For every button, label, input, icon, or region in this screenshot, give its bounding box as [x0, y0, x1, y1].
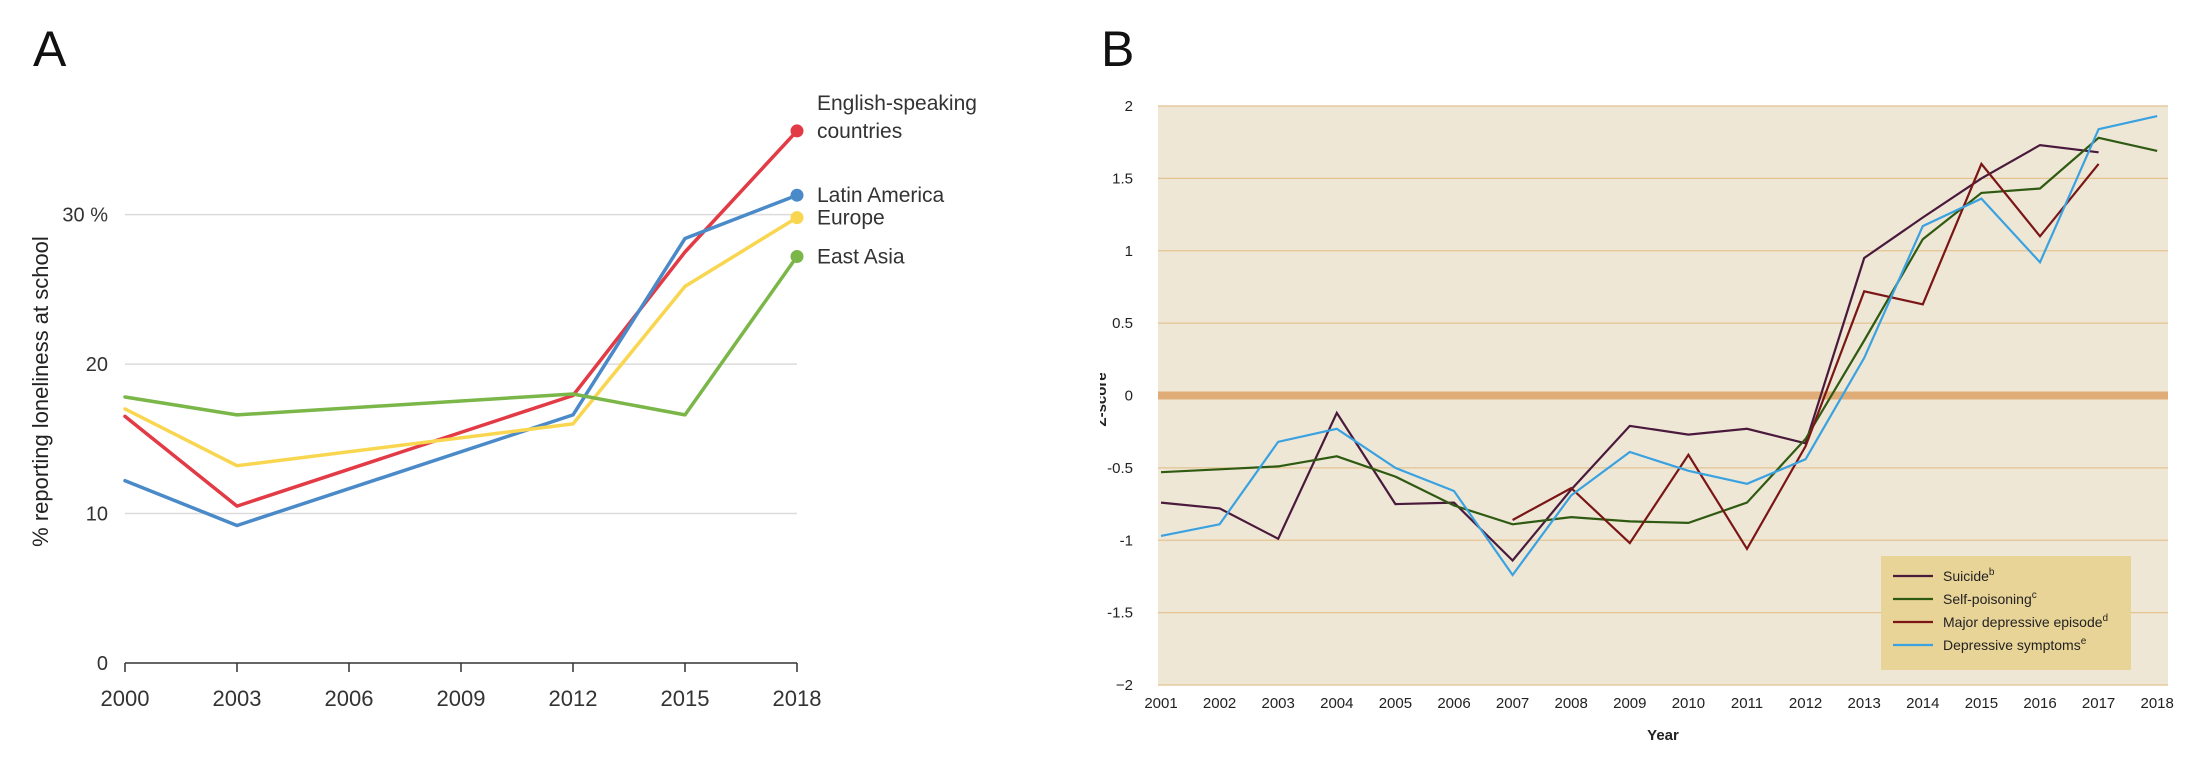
y-tick-label: -0.5 — [1107, 460, 1133, 477]
series-line — [1160, 143, 2099, 563]
x-tick-label: 2006 — [1437, 695, 1470, 712]
x-tick-label: 2007 — [1496, 695, 1529, 712]
series-label: Latin America — [817, 184, 945, 207]
x-tick-label: 2011 — [1731, 695, 1763, 712]
x-tick-label: 2005 — [1379, 695, 1412, 712]
x-tick-label: 2006 — [325, 686, 374, 711]
x-tick-label: 2012 — [549, 686, 598, 711]
panel-label-a: A — [33, 21, 67, 77]
series-label: East Asia — [817, 245, 905, 268]
x-tick-label: 2008 — [1555, 695, 1588, 712]
x-tick-label: 2013 — [1848, 695, 1881, 712]
y-tick-label: 0 — [97, 653, 108, 675]
y-tick-label: 0.5 — [1112, 315, 1133, 332]
chart-b: B 2 1.5 1 0.5 0 -0.5 -1 -1.5 −2 2001 2002 2003 2004 20… — [1100, 21, 2174, 744]
series-line — [1512, 161, 2100, 552]
y-tick-label: 0 — [1125, 388, 1133, 405]
legend-label: Suicideb — [1943, 567, 1995, 584]
x-tick-label: 2004 — [1320, 695, 1353, 712]
series-line — [1160, 136, 2158, 526]
x-tick-label: 2002 — [1203, 695, 1236, 712]
x-tick-label: 2009 — [1613, 695, 1646, 712]
series-end-point — [790, 249, 804, 263]
y-axis-label: Z-score — [1100, 372, 1110, 426]
x-tick-label: 2003 — [213, 686, 262, 711]
series-label: countries — [817, 120, 902, 143]
series-line — [123, 129, 799, 508]
x-tick-label: 2018 — [2141, 695, 2174, 712]
x-tick-label: 2010 — [1672, 695, 1705, 712]
x-tick-label: 2015 — [1965, 695, 1998, 712]
x-axis-label: Year — [1647, 727, 1679, 744]
y-tick-label: −2 — [1116, 677, 1133, 694]
y-tick-label: 30 % — [62, 205, 108, 227]
y-axis-label: % reporting loneliness at school — [28, 236, 53, 547]
x-tick-label: 2016 — [2023, 695, 2056, 712]
x-tick-label: 2012 — [1789, 695, 1822, 712]
y-tick-label: 1 — [1125, 243, 1133, 260]
series-line — [123, 193, 799, 528]
y-tick-label: 10 — [86, 504, 108, 526]
series-label: Europe — [817, 207, 885, 230]
y-tick-label: -1 — [1120, 532, 1133, 549]
x-tick-label: 2009 — [437, 686, 486, 711]
series-end-point — [790, 124, 804, 138]
series-label: English-speaking — [817, 92, 977, 115]
legend-label: Depressive symptomse — [1943, 636, 2087, 653]
x-tick-label: 2003 — [1262, 695, 1295, 712]
y-tick-label: 20 — [86, 354, 108, 376]
series-line — [1160, 115, 2158, 577]
legend-label: Major depressive episoded — [1943, 613, 2108, 630]
series-line — [123, 215, 799, 468]
x-tick-label: 2000 — [101, 686, 150, 711]
series-line — [123, 254, 799, 417]
y-tick-label: -1.5 — [1107, 605, 1133, 622]
chart-a: A 0 10 20 30 % 2000 2003 2006 2009 2012 2015 2018 % … — [28, 21, 977, 711]
y-tick-label: 1.5 — [1112, 170, 1133, 187]
panel-label-b: B — [1101, 21, 1134, 77]
series-end-point — [790, 188, 804, 202]
x-tick-label: 2018 — [773, 686, 822, 711]
y-tick-label: 2 — [1125, 98, 1133, 115]
x-tick-label: 2001 — [1144, 695, 1177, 712]
legend-label: Self-poisoningc — [1943, 590, 2037, 607]
x-tick-label: 2014 — [1906, 695, 1939, 712]
series-end-point — [790, 211, 804, 225]
x-tick-label: 2015 — [661, 686, 710, 711]
x-tick-label: 2017 — [2082, 695, 2115, 712]
